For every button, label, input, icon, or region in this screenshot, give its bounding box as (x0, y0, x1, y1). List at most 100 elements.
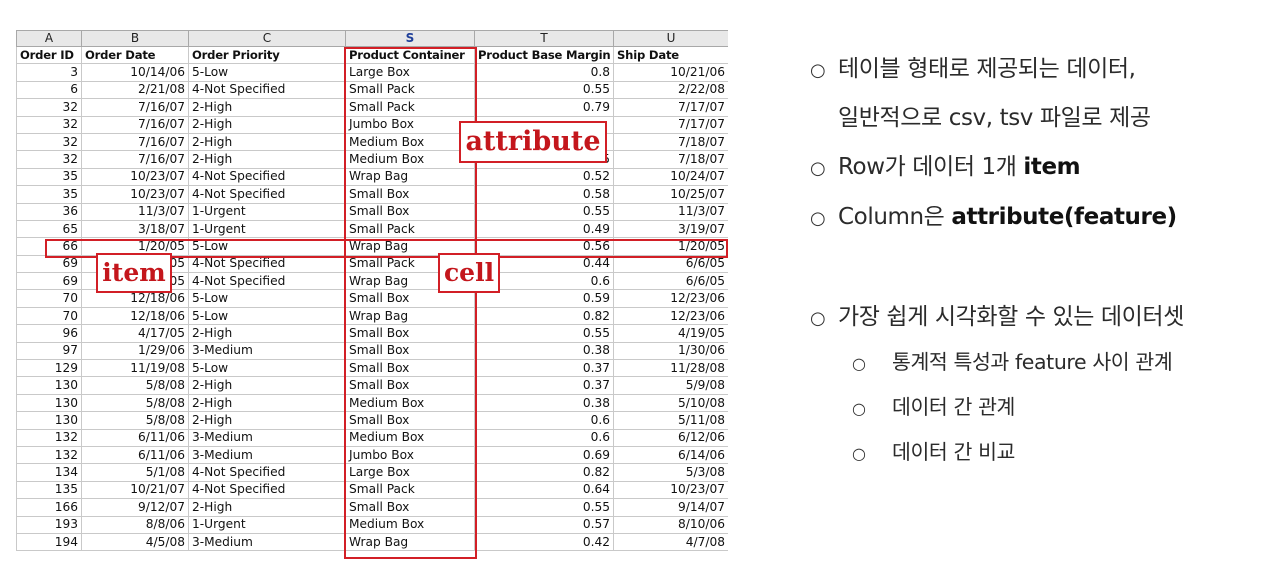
column-header: Order Date (81, 45, 189, 65)
table-cell[interactable]: 2-High (188, 498, 346, 517)
table-cell[interactable]: Wrap Bag (345, 532, 475, 552)
header-row: Order ID Order Date Order Priority Produ… (16, 45, 728, 65)
table-cell[interactable]: 8/8/06 (81, 515, 189, 534)
sub-note-2: ○ 데이터 간 관계 (852, 393, 1015, 423)
circle-bullet-icon: ○ (810, 158, 826, 179)
table-cell[interactable]: 6/6/05 (613, 254, 728, 274)
table-cell[interactable]: 10/24/07 (613, 167, 728, 187)
sub-note-text: 데이터 간 비교 (892, 440, 1015, 464)
note-text: Row가 데이터 1개 (838, 154, 1024, 180)
table-row: 70 12/18/06 5-Low Small Box 0.59 12/23/06 (16, 289, 728, 308)
column-header: Ship Date (613, 45, 728, 65)
table-cell[interactable]: 70 (16, 289, 82, 308)
table-cell[interactable]: Medium Box (345, 393, 475, 413)
table-row: 134 5/1/08 4-Not Specified Large Box 0.82 5/3… (16, 463, 728, 482)
circle-bullet-icon: ○ (852, 399, 866, 418)
table-cell[interactable]: Jumbo Box (345, 115, 475, 134)
note-text: 테이블 형태로 제공되는 데이터, (838, 56, 1136, 82)
table-cell[interactable]: 0.6 (474, 272, 614, 291)
table-cell[interactable]: 10/23/07 (613, 480, 728, 500)
table-cell[interactable]: 12/23/06 (613, 289, 728, 308)
note-line-4: ○ 가장 쉽게 시각화할 수 있는 데이터셋 (810, 302, 1184, 334)
table-row: 194 4/5/08 3-Medium Wrap Bag 0.42 4/7/08 (16, 532, 728, 552)
table-cell[interactable]: 96 (16, 324, 82, 343)
table-cell[interactable]: 10/25/07 (613, 185, 728, 204)
note-text: 일반적으로 csv, tsv 파일로 제공 (838, 105, 1151, 131)
table-cell[interactable]: 1/20/05 (81, 237, 189, 256)
column-letter: C (188, 30, 346, 47)
table-row: 6 2/21/08 4-Not Specified Small Pack 0.55 2/2… (16, 80, 728, 100)
table-row: 70 12/18/06 5-Low Wrap Bag 0.82 12/23/06 (16, 306, 728, 326)
table-cell[interactable]: 4-Not Specified (188, 167, 346, 187)
table-cell[interactable]: 97 (16, 341, 82, 361)
note-emphasis: attribute(feature) (951, 204, 1177, 230)
table-cell[interactable]: 6/12/06 (613, 428, 728, 447)
table-cell[interactable]: Small Pack (345, 480, 475, 500)
table-cell[interactable]: 3-Medium (188, 445, 346, 465)
table-cell[interactable]: Small Pack (345, 80, 475, 100)
item-label: item (96, 253, 172, 293)
table-cell[interactable]: 6/11/06 (81, 445, 189, 465)
table-cell[interactable]: 166 (16, 498, 82, 517)
note-line-1-continued: 일반적으로 csv, tsv 파일로 제공 (838, 103, 1151, 133)
table-cell[interactable]: 7/17/07 (613, 115, 728, 134)
spreadsheet-image: A B C S T U Order ID Order Date Order Pr… (16, 30, 728, 560)
table-cell[interactable]: 4/5/08 (81, 532, 189, 552)
circle-bullet-icon: ○ (810, 60, 826, 81)
table-row: 66 1/20/05 5-Low Wrap Bag 0.56 1/20/05 (16, 237, 728, 256)
column-header: Product Base Margin (474, 45, 614, 65)
note-line-3: ○ Column은 attribute(feature) (810, 202, 1177, 234)
sub-note-3: ○ 데이터 간 비교 (852, 438, 1015, 468)
table-cell[interactable]: 65 (16, 219, 82, 239)
table-cell[interactable]: 1/30/06 (613, 341, 728, 361)
cell-label: cell (438, 253, 500, 293)
table-row: 130 5/8/08 2-High Small Box 0.37 5/9/08 (16, 376, 728, 395)
table-cell[interactable]: 3-Medium (188, 532, 346, 552)
sub-note-text: 통계적 특성과 feature 사이 관계 (892, 350, 1173, 374)
table-cell[interactable]: 5/9/08 (613, 376, 728, 395)
column-header: Order ID (16, 45, 82, 65)
table-cell[interactable]: 5/8/08 (81, 411, 189, 430)
attribute-label: attribute (459, 121, 607, 163)
table-cell[interactable]: Medium Box (345, 428, 475, 447)
table-cell[interactable]: 10/21/07 (81, 480, 189, 500)
table-row: 97 1/29/06 3-Medium Small Box 0.38 1/30/06 (16, 341, 728, 361)
table-cell[interactable]: 193 (16, 515, 82, 534)
table-row: 35 10/23/07 4-Not Specified Wrap Bag 0.52 10/… (16, 167, 728, 187)
table-cell[interactable]: 69 (16, 254, 82, 274)
table-cell[interactable]: 0.58 (474, 185, 614, 204)
note-emphasis: item (1023, 154, 1081, 180)
table-cell[interactable]: 6/11/06 (81, 428, 189, 447)
table-cell[interactable]: 5-Low (188, 359, 346, 378)
table-cell[interactable]: 12/23/06 (613, 306, 728, 326)
note-text: Column은 (838, 204, 952, 230)
table-cell[interactable]: Small Box (345, 202, 475, 221)
table-cell[interactable]: 4-Not Specified (188, 80, 346, 100)
table-cell[interactable]: Large Box (345, 463, 475, 482)
column-letter: B (81, 30, 189, 47)
table-cell[interactable]: 194 (16, 532, 82, 552)
table-cell[interactable]: 132 (16, 428, 82, 447)
table-cell[interactable]: 10/14/06 (81, 63, 189, 82)
table-cell[interactable]: 7/16/07 (81, 150, 189, 169)
table-cell[interactable]: 1-Urgent (188, 202, 346, 221)
table-row: 130 5/8/08 2-High Medium Box 0.38 5/10/08 (16, 393, 728, 413)
table-cell[interactable]: 4-Not Specified (188, 254, 346, 274)
table-cell[interactable]: Small Box (345, 498, 475, 517)
table-cell[interactable]: 4/7/08 (613, 532, 728, 552)
note-line-1: ○ 테이블 형태로 제공되는 데이터, (810, 54, 1136, 86)
circle-bullet-icon: ○ (810, 308, 826, 329)
column-letter-row: A B C S T U (16, 30, 728, 47)
table-cell[interactable]: 12/18/06 (81, 289, 189, 308)
table-cell[interactable]: 5-Low (188, 63, 346, 82)
column-header: Order Priority (188, 45, 346, 65)
circle-bullet-icon: ○ (810, 208, 826, 229)
sub-note-text: 데이터 간 관계 (892, 395, 1015, 419)
table-cell[interactable]: Small Box (345, 359, 475, 378)
table-cell[interactable]: 2/22/08 (613, 80, 728, 100)
table-row: 65 3/18/07 1-Urgent Small Pack 0.49 3/19/07 (16, 219, 728, 239)
table-body: 3 10/14/06 5-Low Large Box 0.8 10/21/06 6 2/21/… (16, 63, 728, 552)
table-row: 96 4/17/05 2-High Small Box 0.55 4/19/05 (16, 324, 728, 343)
table-cell[interactable]: 132 (16, 445, 82, 465)
